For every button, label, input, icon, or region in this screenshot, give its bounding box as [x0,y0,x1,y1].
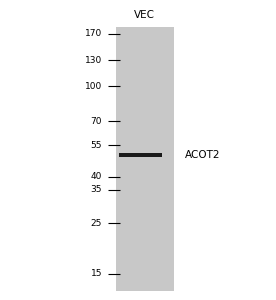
Text: 35: 35 [91,185,102,194]
Text: 170: 170 [85,29,102,38]
Text: 40: 40 [91,172,102,181]
Text: ACOT2: ACOT2 [185,150,221,160]
Text: 100: 100 [85,82,102,91]
Text: VEC: VEC [134,10,155,20]
Text: 25: 25 [91,219,102,228]
Text: 70: 70 [91,117,102,126]
Text: 55: 55 [91,141,102,150]
Text: 130: 130 [85,56,102,65]
Bar [116,27,174,291]
Bar [119,153,162,157]
Text: 15: 15 [91,269,102,278]
